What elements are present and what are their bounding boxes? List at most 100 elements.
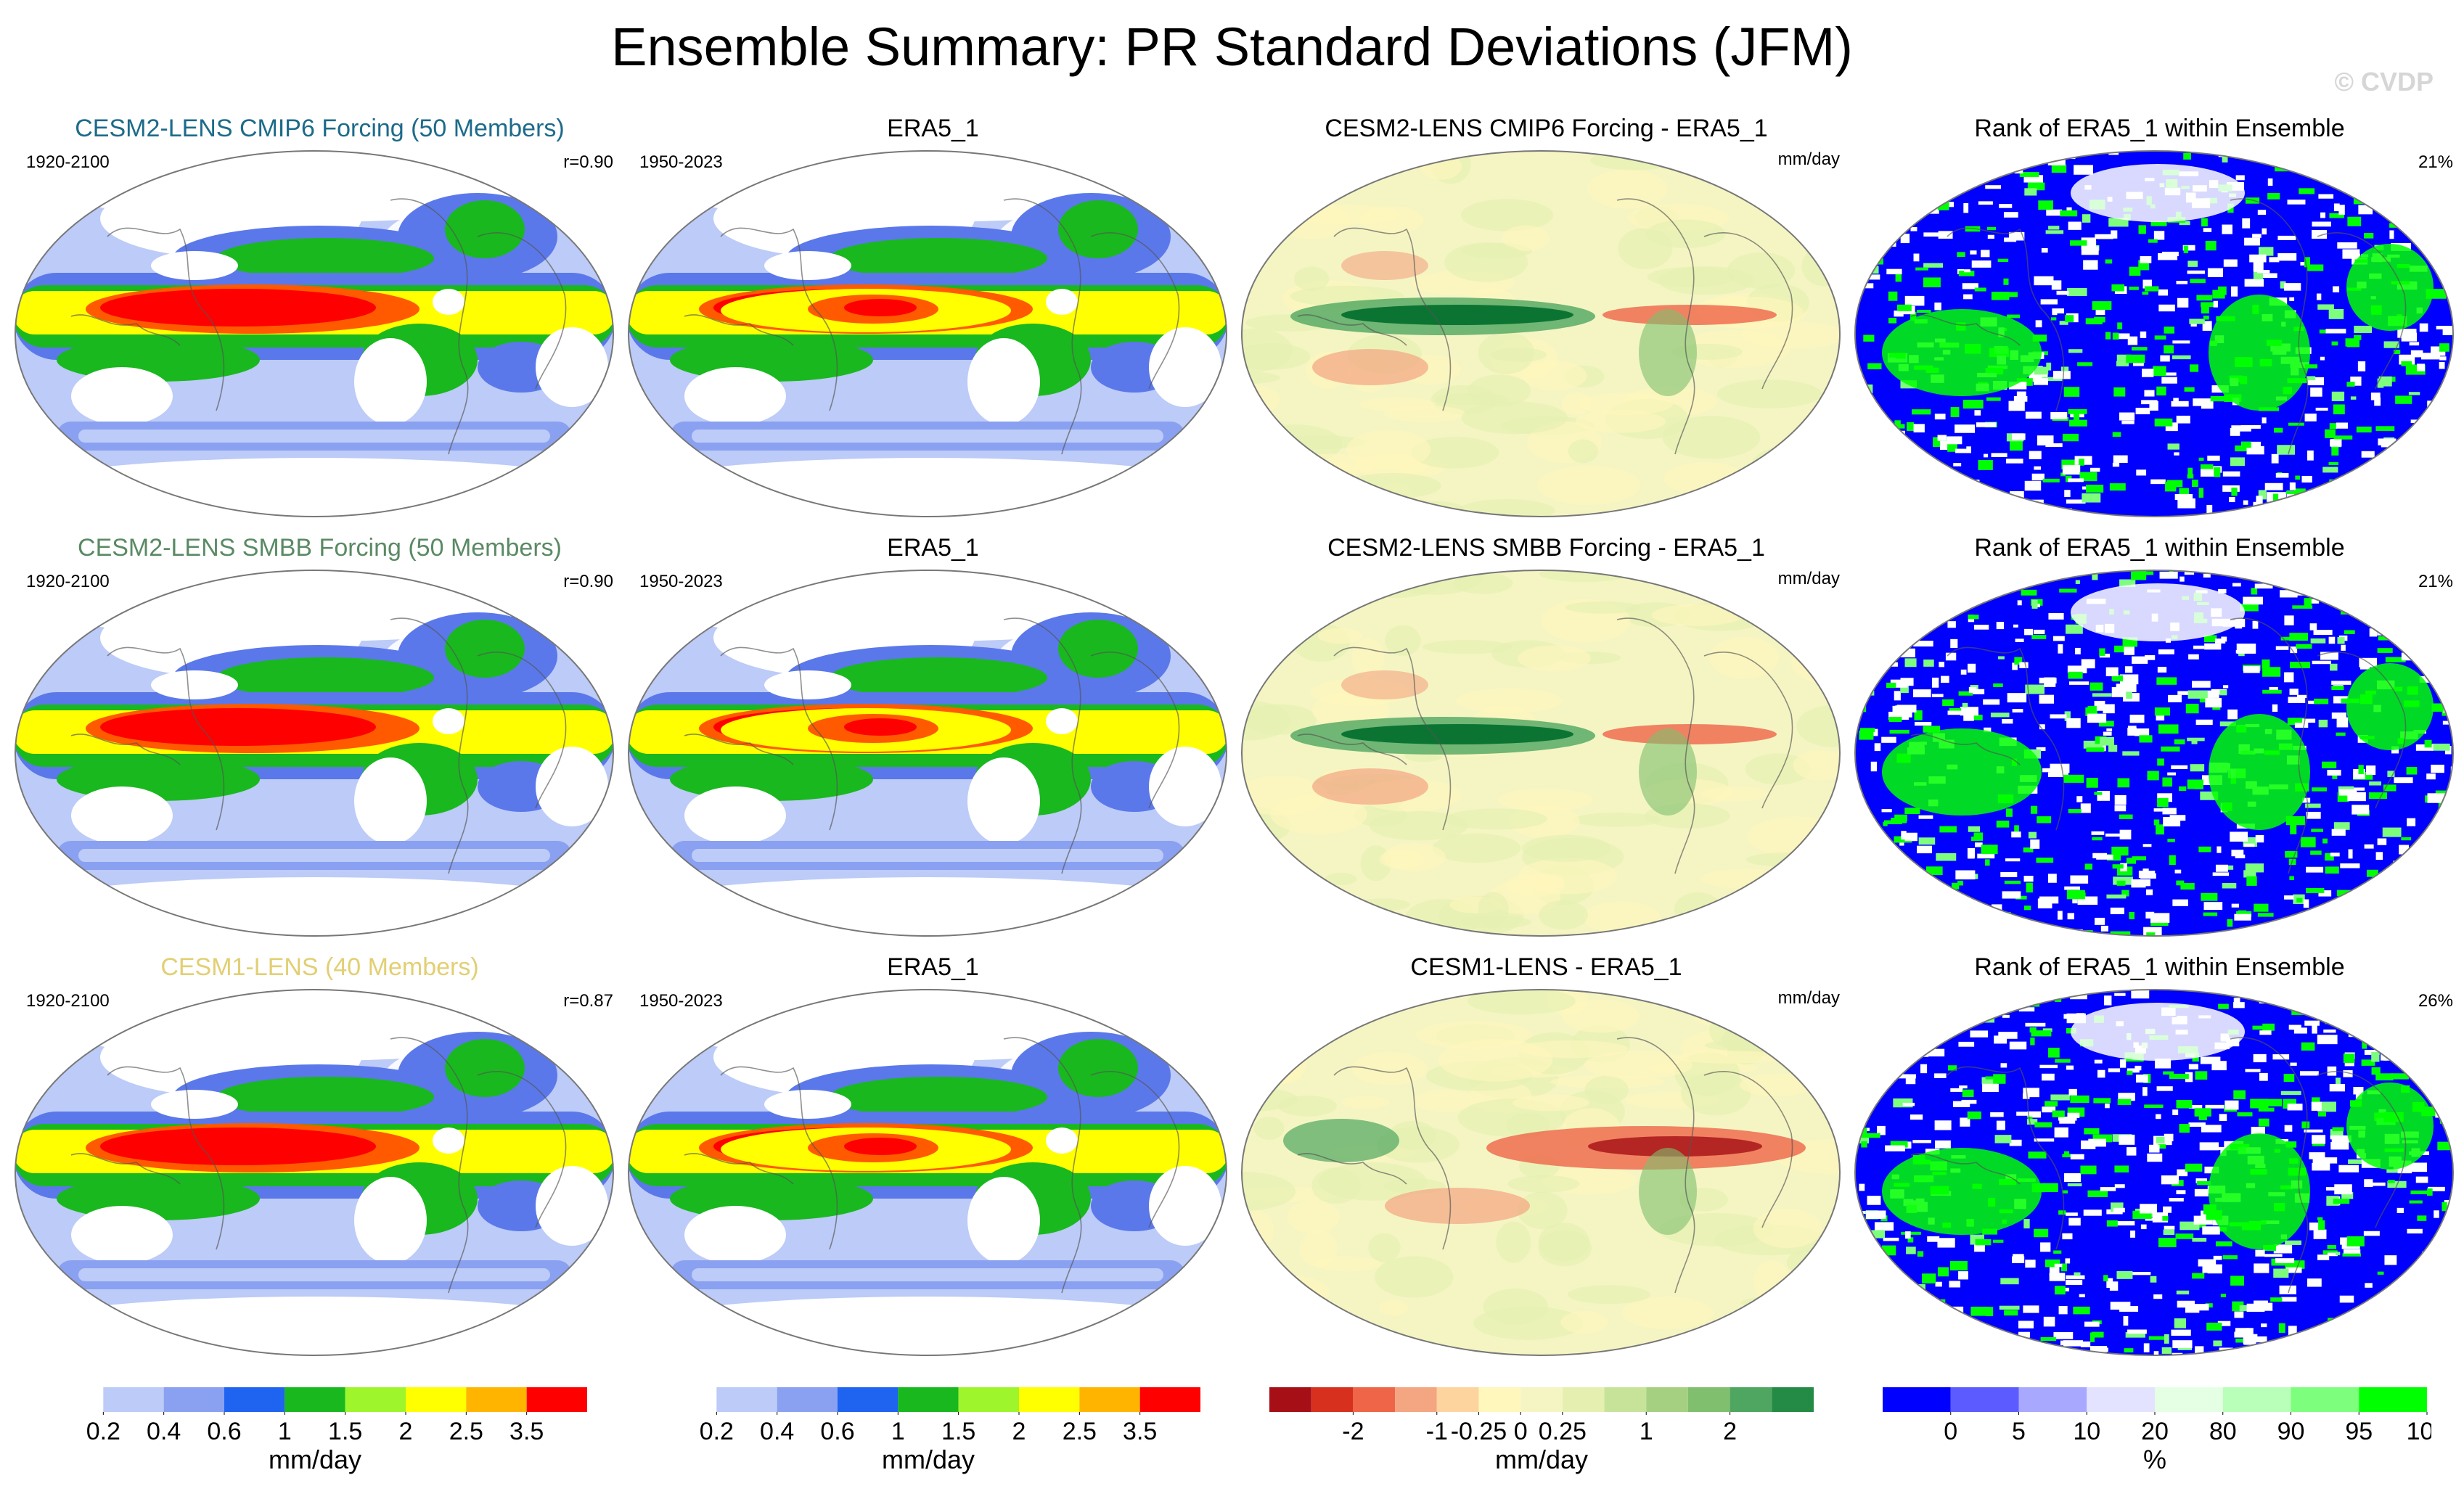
- colorbar-tick-label: 0.2: [86, 1418, 120, 1445]
- colorbar-bin: [1520, 1387, 1563, 1412]
- colorbar-bin: [898, 1387, 959, 1412]
- colorbar-tick-label: 1: [891, 1418, 905, 1445]
- panel-row3-rank: Rank of ERA5_1 within Ensemble 26%: [1853, 953, 2464, 1373]
- map-obs: [627, 570, 1228, 937]
- panel-title: ERA5_1: [887, 534, 979, 562]
- colorbar-bin: [1139, 1387, 1200, 1412]
- panel-units: mm/day: [1777, 988, 1840, 1008]
- colorbar-bin: [1269, 1387, 1311, 1412]
- panel-years: 1950-2023: [639, 991, 723, 1011]
- panel-years: 1920-2100: [26, 152, 110, 172]
- colorbar-bin: [1646, 1387, 1688, 1412]
- colorbar-tick-label: -1: [1426, 1418, 1448, 1445]
- colorbar-tick-label: 1: [1640, 1418, 1653, 1445]
- panel-row2-diff: CESM2-LENS SMBB Forcing - ERA5_1 mm/day: [1240, 534, 1853, 953]
- colorbar-bin: [1730, 1387, 1772, 1412]
- panel-row3-model: CESM1-LENS (40 Members) 1920-2100 r=0.87: [13, 953, 626, 1373]
- colorbar-bin: [1395, 1387, 1437, 1412]
- panel-rank-percent: 21%: [2418, 152, 2453, 172]
- colorbar-bin: [43, 1387, 104, 1412]
- colorbar-bin: [1604, 1387, 1647, 1412]
- colorbar-tick-label: 0.2: [700, 1418, 734, 1445]
- colorbar-bin: [2018, 1387, 2087, 1412]
- colorbar-bin: [838, 1387, 899, 1412]
- map-model: [14, 989, 615, 1356]
- map-rank: [1854, 150, 2455, 517]
- map-model: [14, 150, 615, 517]
- colorbar-tick-label: 0.6: [207, 1418, 241, 1445]
- panel-row3-diff: CESM1-LENS - ERA5_1 mm/day: [1240, 953, 1853, 1373]
- colorbar-bin: [526, 1387, 587, 1412]
- panel-row2-obs: ERA5_1 1950-2023: [626, 534, 1240, 953]
- colorbar-tick-label: 2: [1723, 1418, 1737, 1445]
- colorbar-tick-label: 3.5: [509, 1418, 544, 1445]
- colorbar-diff: -2 -1 -0.25 0 0.25 1 2 mm/day: [1266, 1384, 1818, 1490]
- map-obs: [627, 150, 1228, 517]
- panel-title: Rank of ERA5_1 within Ensemble: [1974, 115, 2345, 142]
- panel-rank-percent: 26%: [2418, 991, 2453, 1011]
- colorbar-bin: [1883, 1387, 1951, 1412]
- colorbar-tick-label: 90: [2277, 1418, 2305, 1445]
- colorbar-bin: [1687, 1387, 1730, 1412]
- colorbar-tick-label: 1: [278, 1418, 292, 1445]
- colorbar-tick-label: -0.25: [1451, 1418, 1507, 1445]
- colorbar-bin: [1311, 1387, 1354, 1412]
- colorbar-tick-label: 95: [2345, 1418, 2373, 1445]
- colorbar-bin: [2155, 1387, 2223, 1412]
- colorbar-bin: [103, 1387, 164, 1412]
- map-model: [14, 570, 615, 937]
- panel-rank-percent: 21%: [2418, 572, 2453, 591]
- colorbar-tick-label: 1.5: [941, 1418, 975, 1445]
- colorbar-tick-label: 0.4: [147, 1418, 181, 1445]
- colorbar-tick-label: -2: [1342, 1418, 1364, 1445]
- map-rank: [1854, 989, 2455, 1356]
- colorbar-tick-label: 2: [399, 1418, 413, 1445]
- colorbar-bin: [2291, 1387, 2359, 1412]
- colorbar-tick-label: 0.6: [820, 1418, 854, 1445]
- map-diff: [1240, 570, 1841, 937]
- panel-correlation: r=0.90: [563, 572, 613, 591]
- colorbar-units: %: [2143, 1445, 2166, 1474]
- panel-row2-rank: Rank of ERA5_1 within Ensemble 21%: [1853, 534, 2464, 953]
- colorbar-bin: [285, 1387, 345, 1412]
- colorbar-tick-label: 2.5: [1063, 1418, 1097, 1445]
- colorbar-bin: [1019, 1387, 1080, 1412]
- panel-correlation: r=0.90: [563, 152, 613, 172]
- colorbar-bin: [958, 1387, 1019, 1412]
- colorbar-tick-label: 2: [1012, 1418, 1026, 1445]
- colorbar-bin: [406, 1387, 467, 1412]
- colorbar-tick-label: 0: [1944, 1418, 1957, 1445]
- panel-row1-rank: Rank of ERA5_1 within Ensemble 21%: [1853, 115, 2464, 534]
- colorbar-bin: [2222, 1387, 2291, 1412]
- colorbar-bin: [777, 1387, 838, 1412]
- colorbar-std-2: 0.2 0.4 0.6 1 1.5 2 2.5 3.5 mm/day: [653, 1384, 1205, 1490]
- panel-units: mm/day: [1777, 149, 1840, 169]
- colorbar-bin: [1079, 1387, 1140, 1412]
- panel-row1-model: CESM2-LENS CMIP6 Forcing (50 Members) 192…: [13, 115, 626, 534]
- panel-row1-obs: ERA5_1 1950-2023: [626, 115, 1240, 534]
- colorbar-bin: [716, 1387, 777, 1412]
- panel-title: ERA5_1: [887, 953, 979, 981]
- colorbar-tick-label: 1.5: [328, 1418, 362, 1445]
- colorbar-tick-label: 100: [2407, 1418, 2431, 1445]
- colorbar-tick-label: 0.4: [760, 1418, 794, 1445]
- panel-years: 1950-2023: [639, 152, 723, 172]
- colorbar-std-1: 0.2 0.4 0.6 1 1.5 2 2.5 3.5 mm/day: [40, 1384, 592, 1490]
- colorbar-units: mm/day: [1495, 1445, 1588, 1474]
- colorbar-tick-label: 2.5: [449, 1418, 483, 1445]
- colorbar-units: mm/day: [882, 1445, 975, 1474]
- panel-title: CESM2-LENS CMIP6 Forcing - ERA5_1: [1325, 115, 1768, 142]
- figure-title: Ensemble Summary: PR Standard Deviations…: [611, 17, 1853, 77]
- colorbar-bin: [224, 1387, 285, 1412]
- panel-title: CESM2-LENS SMBB Forcing (50 Members): [78, 534, 562, 562]
- panel-title: CESM1-LENS - ERA5_1: [1410, 953, 1682, 981]
- colorbar-bin: [1436, 1387, 1479, 1412]
- colorbar-tick-label: 0.25: [1539, 1418, 1587, 1445]
- map-obs: [627, 989, 1228, 1356]
- panel-title: CESM2-LENS SMBB Forcing - ERA5_1: [1327, 534, 1765, 562]
- colorbar-bin: [1478, 1387, 1521, 1412]
- panel-title: Rank of ERA5_1 within Ensemble: [1974, 953, 2345, 981]
- colorbar-tick-label: 5: [2012, 1418, 2026, 1445]
- colorbar-rank: 0 5 10 20 80 90 95 100%: [1880, 1384, 2447, 1490]
- colorbar-bin: [345, 1387, 406, 1412]
